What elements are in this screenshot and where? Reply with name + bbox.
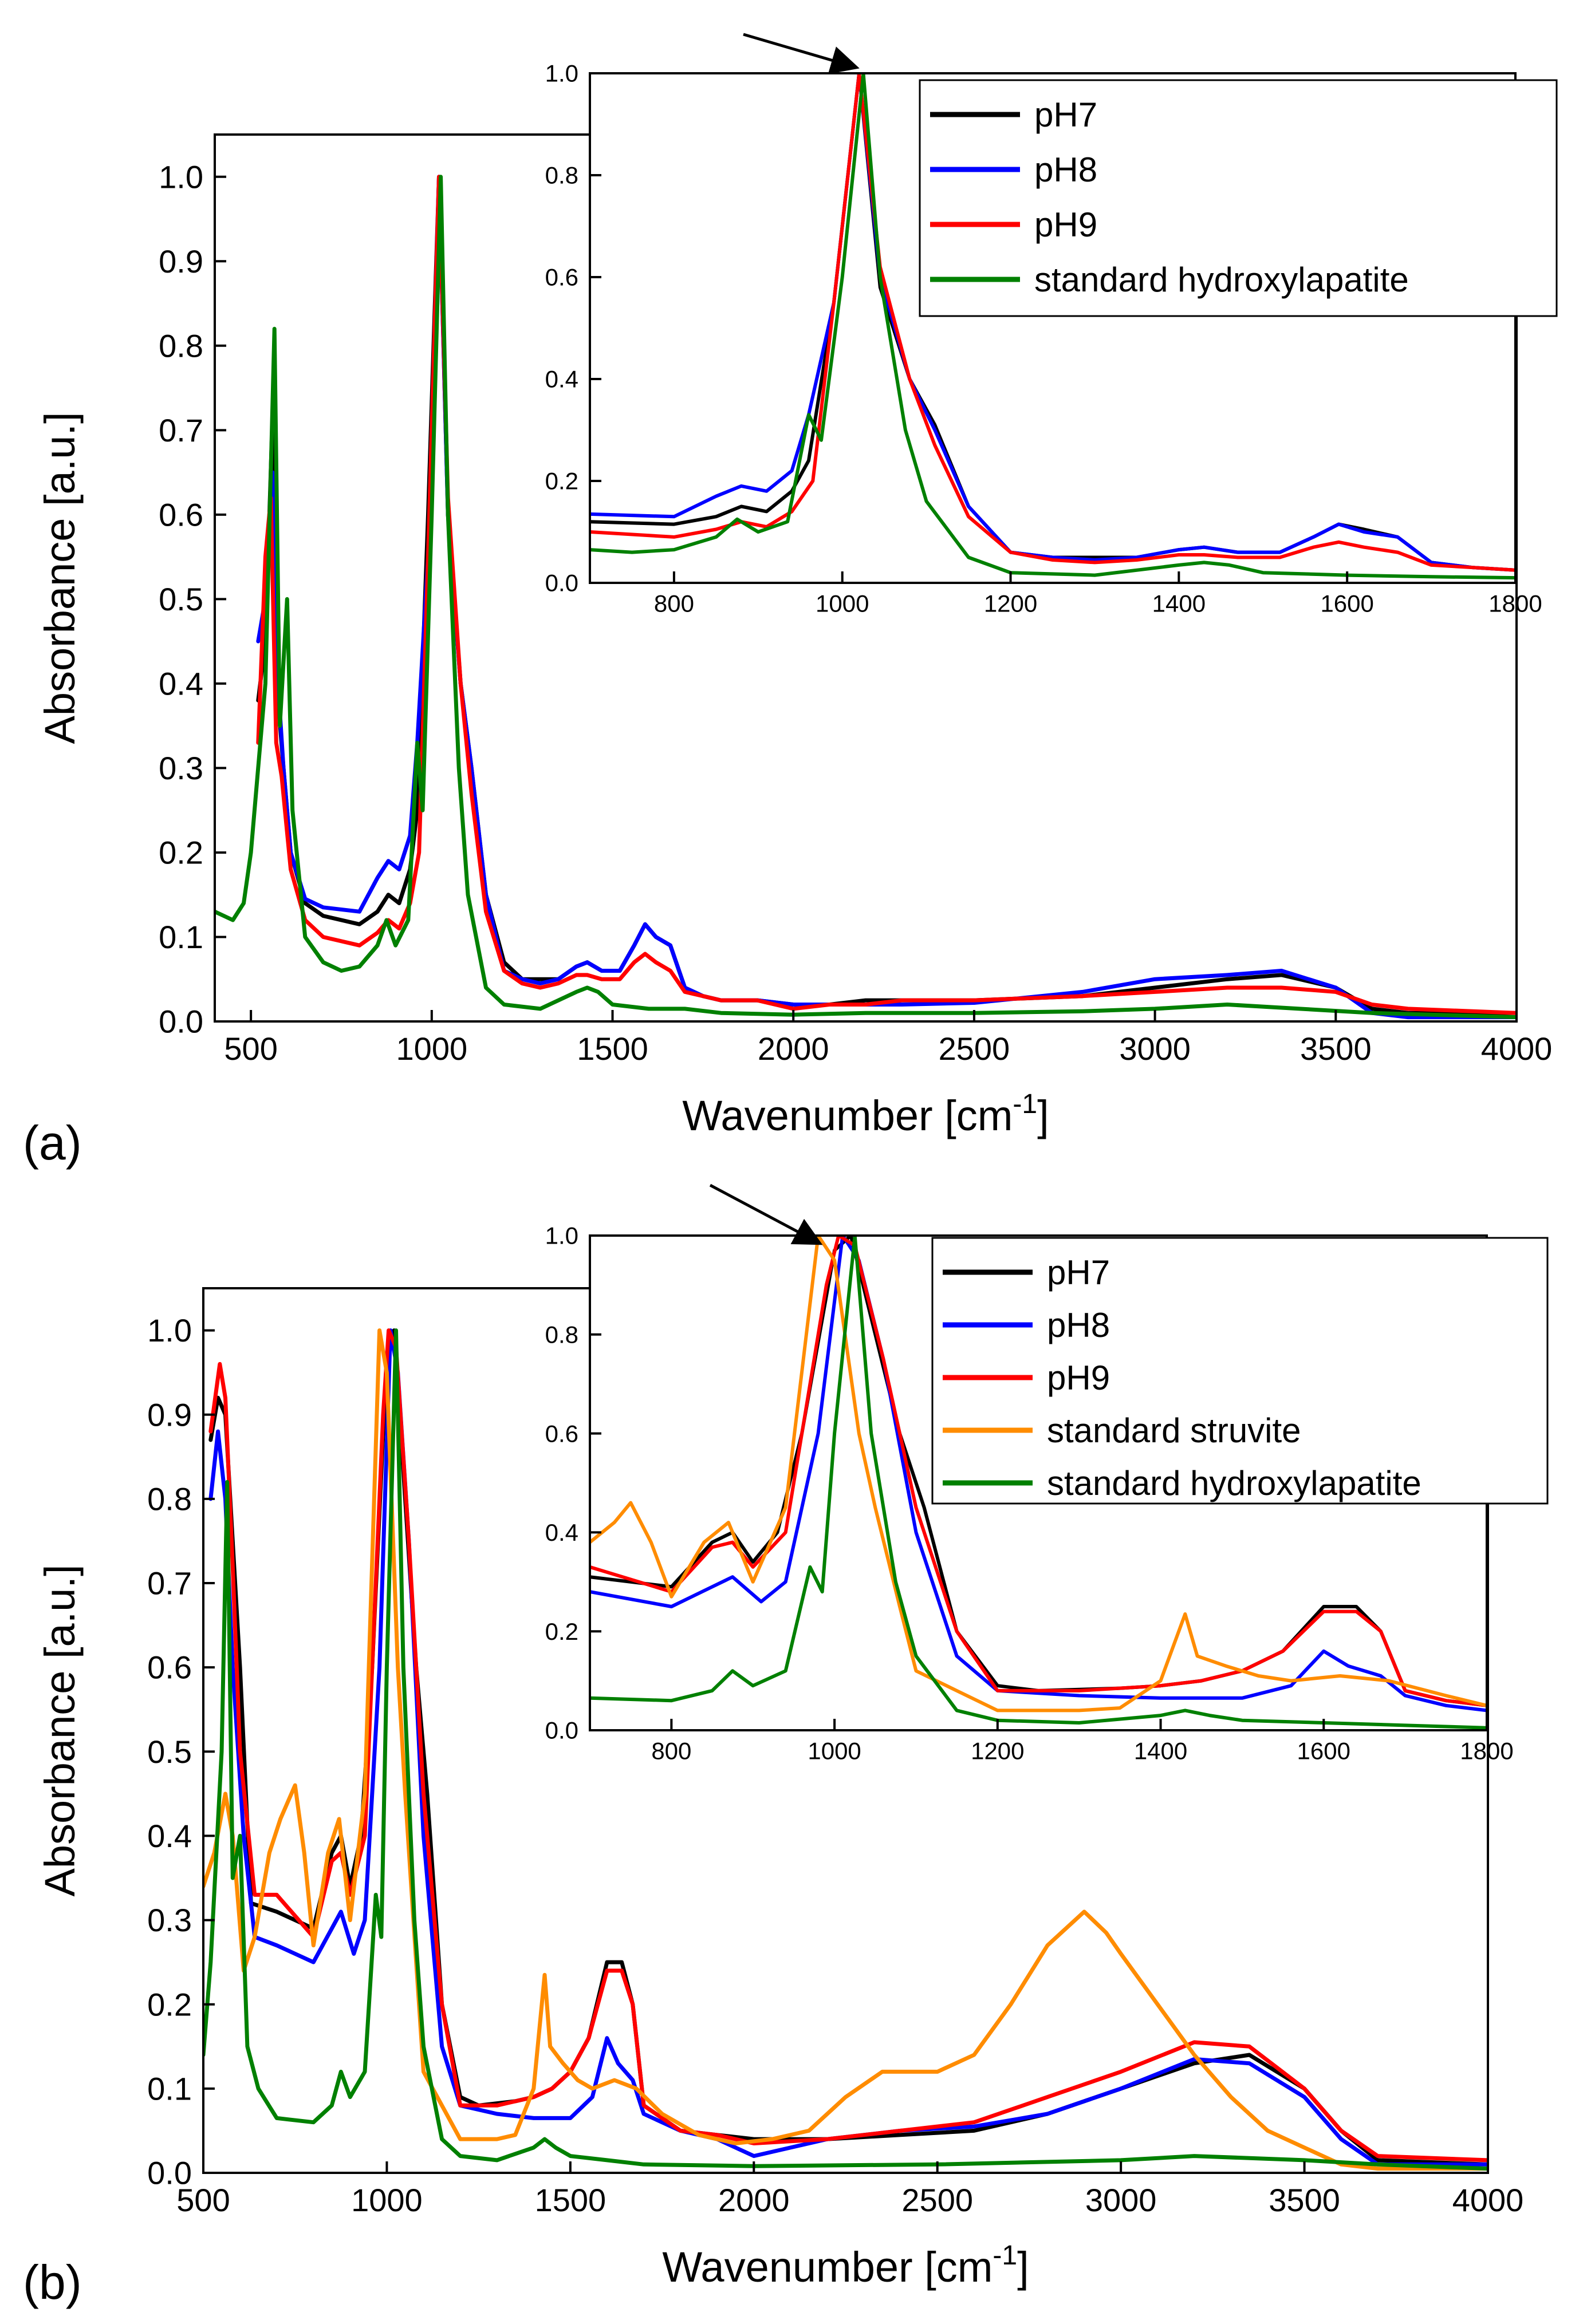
y-axis-label: Absorbance [a.u.] <box>36 412 84 744</box>
x-tick-label: 1400 <box>1152 590 1206 617</box>
series-line-ph9 <box>590 1236 1487 1707</box>
series-line-ph8 <box>208 1328 1488 2167</box>
x-tick-label: 2500 <box>901 2182 973 2218</box>
y-tick-label: 0.1 <box>159 919 203 955</box>
legend-label: pH7 <box>1047 1253 1110 1292</box>
x-tick-label: 2000 <box>758 1031 829 1067</box>
y-tick-label: 0.2 <box>545 468 578 495</box>
x-tick-label: 1500 <box>535 2182 607 2218</box>
legend-box <box>931 1237 1549 1505</box>
x-tick-label: 2000 <box>718 2182 790 2218</box>
y-axis-label: Absorbance [a.u.] <box>36 1564 84 1896</box>
series-line-ph8 <box>590 1236 1487 1713</box>
y-tick-label: 0.6 <box>159 496 203 532</box>
y-tick-label: 0.8 <box>147 1481 192 1517</box>
legend-label: standard struvite <box>1047 1411 1301 1450</box>
legend-label: pH7 <box>1034 96 1097 134</box>
panel-label-a: (a) <box>23 1116 82 1170</box>
y-tick-label: 0.7 <box>147 1565 192 1601</box>
y-tick-label: 1.0 <box>159 159 203 195</box>
y-tick-label: 0.6 <box>545 1420 578 1447</box>
y-tick-label: 0.2 <box>159 835 203 871</box>
y-tick-label: 1.0 <box>545 1222 578 1249</box>
y-tick-label: 0.2 <box>545 1618 578 1645</box>
panel-a-main-chart: 500 1000 1500 2000 2500 3000 3500 4000 0.0 0.1 0.2… <box>36 133 1553 1139</box>
x-tick-label: 3500 <box>1269 2182 1340 2218</box>
y-tick-label: 0.9 <box>147 1396 192 1433</box>
panel-b-inset-chart: 800 1000 1200 1400 1600 1800 0.0 0.2 0.4 0.6 0.8 1.… <box>545 1222 1549 1764</box>
legend-label: pH8 <box>1047 1306 1110 1344</box>
x-tick-label: 500 <box>176 2182 230 2218</box>
x-tick-label: 1000 <box>816 590 869 617</box>
y-tick-label: 0.7 <box>159 412 203 448</box>
y-tick-label: 0.6 <box>545 264 578 291</box>
y-tick-label: 0.5 <box>147 1734 192 1770</box>
x-tick-label: 800 <box>651 1737 691 1764</box>
x-tick-label: 1800 <box>1488 590 1542 617</box>
y-tick-label: 0.5 <box>159 581 203 617</box>
x-tick-label: 1000 <box>396 1031 468 1067</box>
x-tick-label: 1000 <box>351 2182 423 2218</box>
x-tick-label: 4000 <box>1481 1031 1553 1067</box>
y-tick-label: 0.0 <box>545 570 578 597</box>
y-tick-label: 0.4 <box>545 1519 578 1546</box>
y-tick-label: 1.0 <box>545 60 578 87</box>
y-tick-label: 0.8 <box>545 162 578 189</box>
y-tick-label: 0.4 <box>159 666 203 702</box>
series-line-ph9 <box>256 175 1517 1015</box>
y-tick-label: 0.4 <box>147 1818 192 1854</box>
y-tick-label: 0.6 <box>147 1650 192 1686</box>
x-tick-label: 2500 <box>939 1031 1010 1067</box>
panel-b-main-chart: 500 1000 1500 2000 2500 3000 3500 4000 0.0 0.1 0.2… <box>36 1287 1524 2291</box>
peak-arrow <box>709 1183 823 1245</box>
y-tick-label: 0.8 <box>545 1321 578 1348</box>
panel-label-b: (b) <box>23 2255 82 2309</box>
series-line-ph9 <box>590 73 1515 572</box>
x-tick-label: 3000 <box>1085 2182 1157 2218</box>
y-tick-label: 0.1 <box>147 2070 192 2106</box>
legend-label: standard hydroxylapatite <box>1047 1464 1421 1502</box>
series-line-ph8 <box>256 175 1517 1020</box>
y-tick-label: 0.3 <box>147 1902 192 1938</box>
y-tick-label: 0.9 <box>159 243 203 279</box>
legend-box <box>919 79 1558 317</box>
legend-label: pH9 <box>1047 1359 1110 1397</box>
series-line-standard-hydroxylapatite <box>590 1236 1487 1730</box>
x-tick-label: 3000 <box>1119 1031 1191 1067</box>
y-tick-label: 1.0 <box>147 1312 192 1348</box>
y-tick-label: 0.8 <box>159 328 203 364</box>
x-tick-label: 1400 <box>1134 1737 1187 1764</box>
legend-label: standard hydroxylapatite <box>1034 261 1409 299</box>
y-tick-label: 0.0 <box>147 2155 192 2191</box>
x-axis-label: Wavenumber [cm-1] <box>662 2240 1029 2291</box>
x-tick-label: 1000 <box>808 1737 861 1764</box>
y-tick-label: 0.3 <box>159 750 203 786</box>
x-tick-label: 1500 <box>577 1031 648 1067</box>
y-tick-label: 0.4 <box>545 366 578 393</box>
plot-frame <box>589 72 1517 584</box>
series-line-standard-struvite <box>203 1328 1488 2171</box>
series-line-standard-hydroxylapatite <box>590 73 1515 580</box>
x-tick-label: 1600 <box>1320 590 1373 617</box>
panel-a-inset-chart: 800 1000 1200 1400 1600 1800 0.0 0.2 0.4 0.6 0.8 1.… <box>545 60 1558 617</box>
x-tick-label: 1200 <box>971 1737 1024 1764</box>
y-tick-label: 0.0 <box>159 1004 203 1040</box>
series-line-standard-hydroxylapatite <box>215 175 1517 1020</box>
legend-label: pH8 <box>1034 151 1097 189</box>
series-line-ph9 <box>208 1328 1488 2163</box>
x-tick-label: 800 <box>654 590 694 617</box>
x-tick-label: 1800 <box>1460 1737 1513 1764</box>
x-tick-label: 500 <box>224 1031 277 1067</box>
peak-arrow <box>743 33 860 74</box>
x-tick-label: 1600 <box>1297 1737 1350 1764</box>
y-tick-label: 0.2 <box>147 1986 192 2022</box>
x-tick-label: 4000 <box>1452 2182 1524 2218</box>
x-tick-label: 1200 <box>984 590 1037 617</box>
legend-label: pH9 <box>1034 206 1097 244</box>
x-tick-label: 3500 <box>1300 1031 1372 1067</box>
y-tick-label: 0.0 <box>545 1717 578 1744</box>
x-axis-label: Wavenumber [cm-1] <box>682 1089 1049 1139</box>
